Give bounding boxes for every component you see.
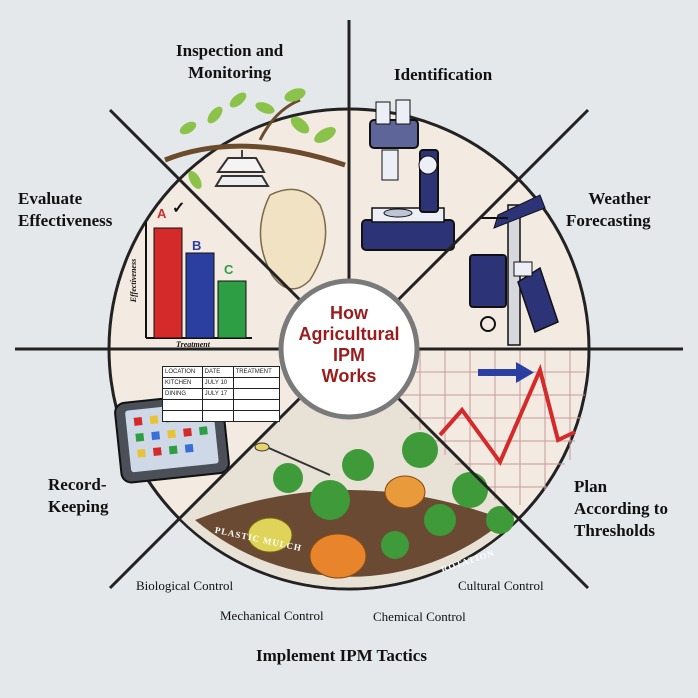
center-line-3: IPM (332, 345, 365, 365)
effectiveness-chart (145, 222, 252, 339)
label-weather-line2: Forecasting (566, 211, 651, 230)
label-inspection-line1: Inspection and (176, 41, 284, 60)
label-weather-line1: Weather (588, 189, 651, 208)
center-disc (278, 278, 420, 420)
weather-station-icon (469, 194, 559, 346)
table-row (162, 399, 281, 411)
label-plan-line3: Thresholds (574, 521, 655, 540)
threshold-line (438, 363, 576, 466)
label-plan-line2: According to (574, 499, 668, 518)
table-cell (162, 410, 203, 422)
branch-leaves-icon (164, 88, 346, 190)
label-inspection-line2: Monitoring (188, 63, 272, 82)
label-evaluate-line1: Evaluate (18, 189, 83, 208)
table-cell: JULY 17 (201, 388, 234, 400)
table-cell: DINING (162, 388, 203, 400)
check-mark-icon: ✓ (172, 200, 186, 217)
bar-c-label: C (224, 262, 234, 277)
label-evaluate: Evaluate Effectiveness (18, 188, 112, 232)
tactic-mechanical: Mechanical Control (220, 608, 324, 623)
bar-a-label: A (157, 206, 167, 221)
wheel-spokes (15, 20, 683, 590)
table-cell (201, 399, 234, 411)
table-cell: KITCHEN (162, 377, 203, 389)
table-row: KITCHEN JULY 10 (162, 377, 281, 389)
bar-b-label: B (192, 238, 202, 253)
label-record-line1: Record- (48, 475, 107, 494)
trend-arrow (478, 362, 534, 383)
chart-ylabel: Effectiveness (129, 258, 139, 303)
label-record: Record- Keeping (48, 474, 108, 518)
center-line-1: How (330, 303, 368, 323)
label-plan: Plan According to Thresholds (574, 476, 668, 542)
label-identification: Identification (394, 65, 493, 84)
trap-icon (214, 150, 270, 187)
record-table-header: LOCATION DATE TREATMENT (162, 366, 281, 378)
table-cell (162, 399, 203, 411)
tactic-cultural: Cultural Control (458, 578, 544, 593)
label-implement: Implement IPM Tactics (256, 646, 427, 665)
mesh-bag-icon (259, 188, 327, 290)
threshold-grid (395, 349, 585, 505)
label-inspection: Inspection and Monitoring (176, 40, 283, 84)
center-line-2: Agricultural (298, 324, 400, 344)
table-cell (232, 388, 281, 400)
table-row (162, 410, 281, 422)
record-table: LOCATION DATE TREATMENT KITCHEN JULY 10 … (162, 366, 281, 422)
table-cell: JULY 10 (201, 377, 234, 389)
table-header-cell: TREATMENT (232, 366, 281, 378)
label-plan-line1: Plan (574, 477, 608, 496)
label-weather: Weather Forecasting (566, 188, 651, 232)
center-title: How Agricultural IPM Works (283, 303, 415, 387)
table-header-cell: LOCATION (162, 366, 203, 378)
label-record-line2: Keeping (48, 497, 109, 516)
table-cell (232, 410, 281, 422)
tactic-biological: Biological Control (136, 578, 234, 593)
tactic-chemical: Chemical Control (373, 609, 466, 624)
bar-b (185, 252, 215, 339)
table-header-cell: DATE (201, 366, 234, 378)
center-line-4: Works (321, 366, 377, 386)
microscope-icon (361, 99, 455, 251)
label-evaluate-line2: Effectiveness (18, 211, 113, 230)
table-cell (232, 377, 281, 389)
table-row: DINING JULY 17 (162, 388, 281, 400)
bar-c (217, 280, 247, 339)
table-cell (201, 410, 234, 422)
chart-xlabel: Treatment (176, 340, 210, 349)
table-cell (232, 399, 281, 411)
bar-a (153, 227, 183, 339)
